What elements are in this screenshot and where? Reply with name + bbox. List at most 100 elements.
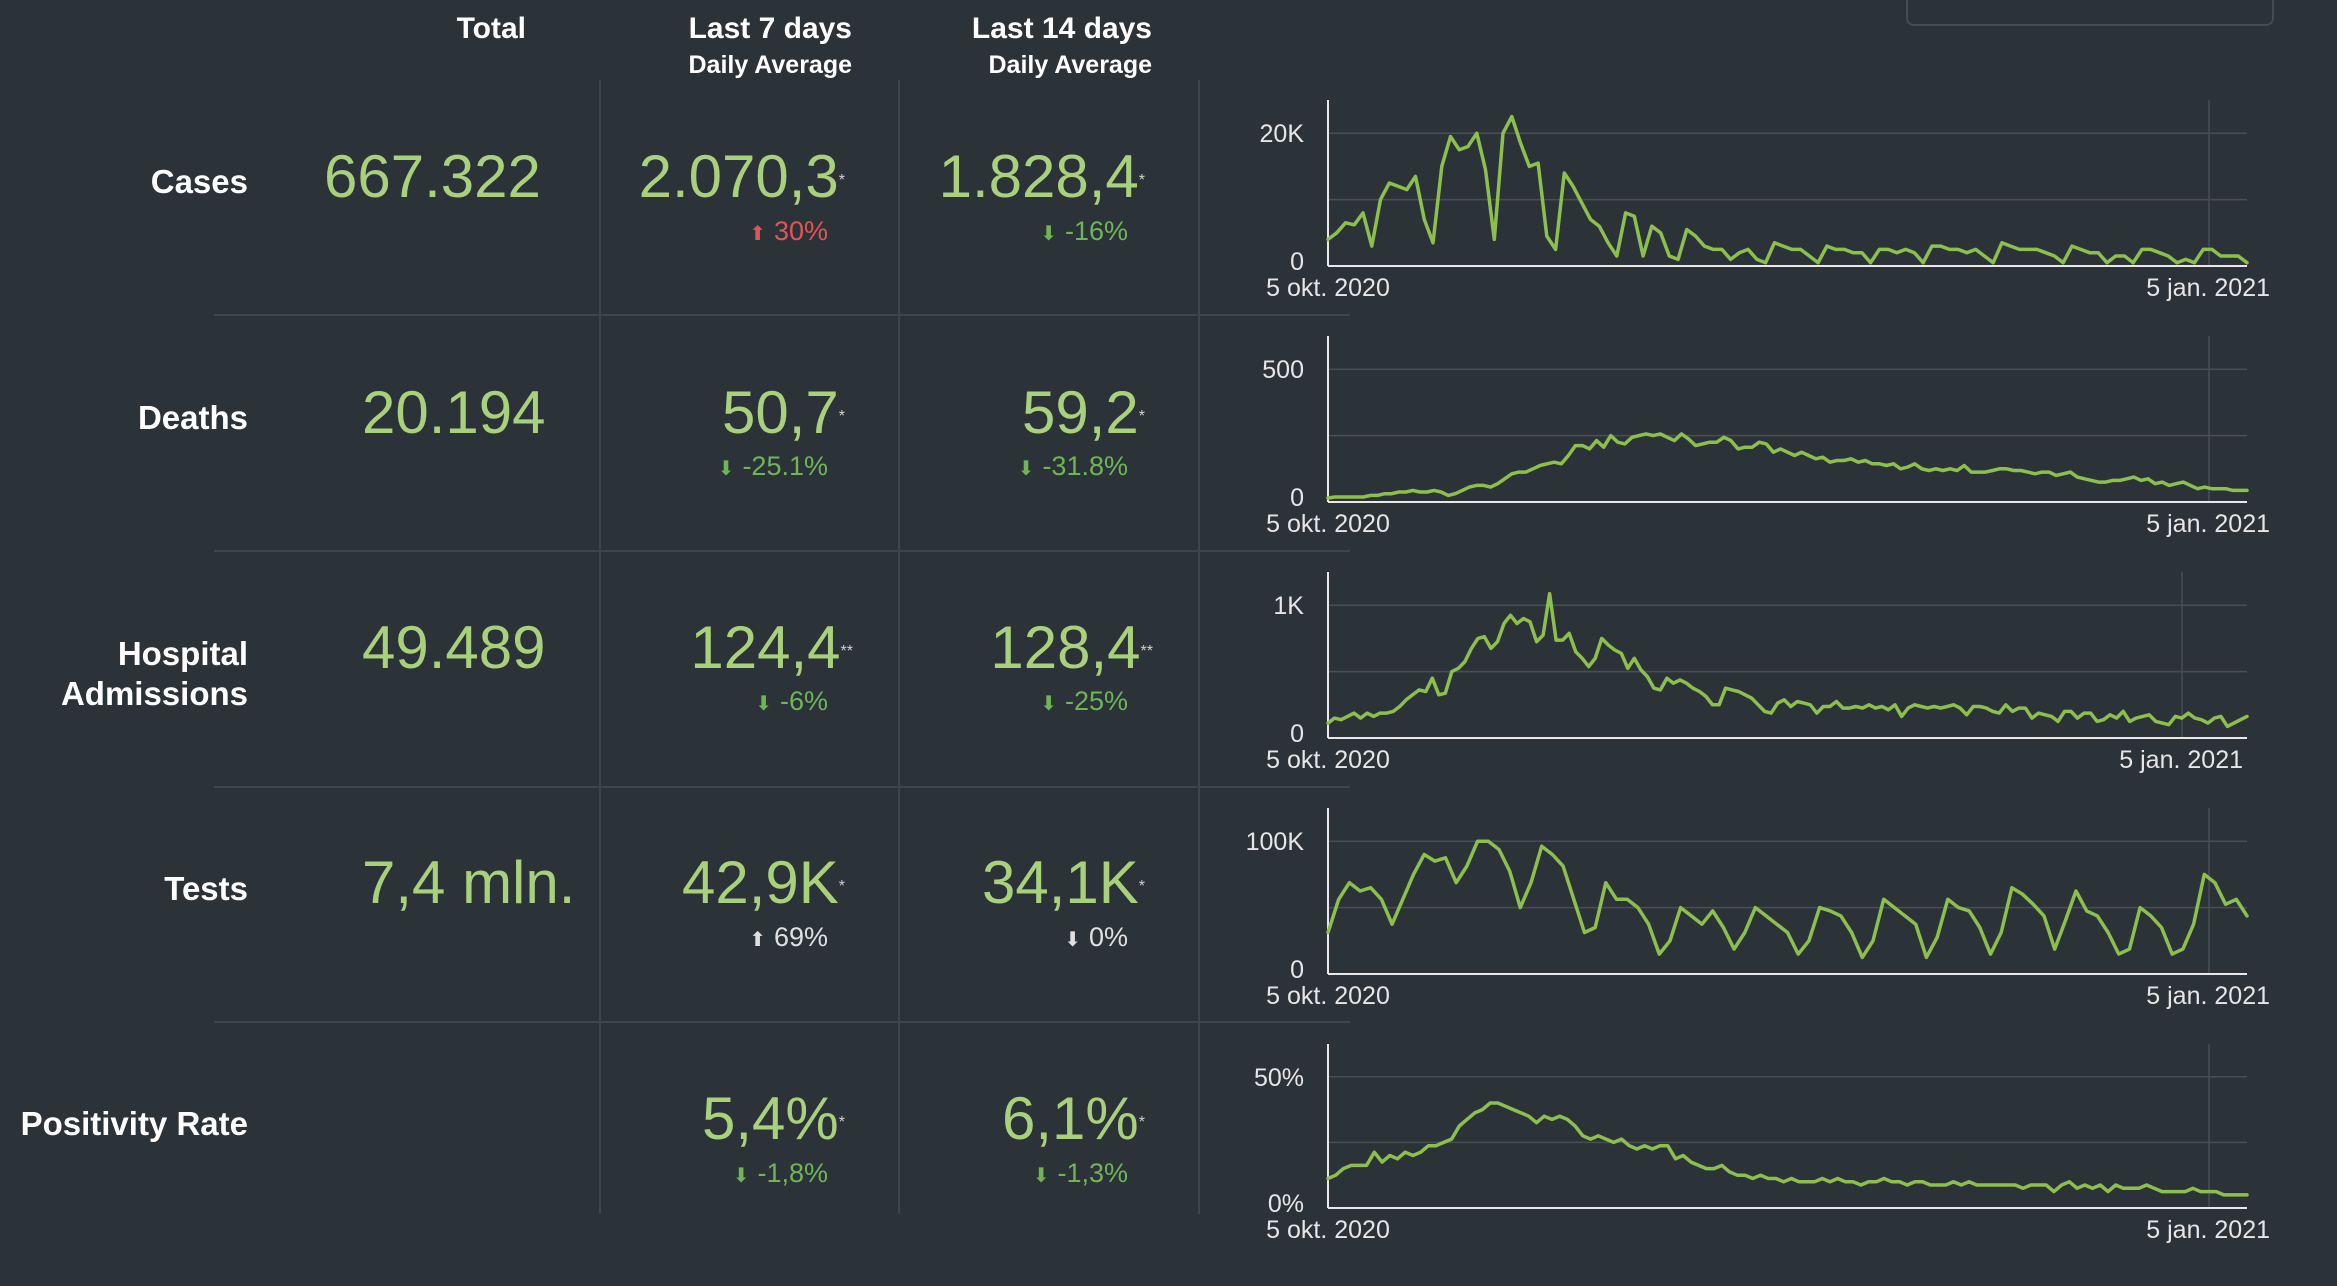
top-control-box[interactable] <box>1906 0 2274 26</box>
row-label-positivity-rate: Positivity Rate <box>0 1104 248 1144</box>
last7-change-positivity-rate: ⬇ -1,8% <box>733 1158 828 1191</box>
last7-value-deaths: 50,7* <box>722 380 845 446</box>
footnote-marker: * <box>1138 1114 1145 1131</box>
series-line <box>1326 1101 2249 1197</box>
arrow-down-icon: ⬇ <box>1017 458 1035 480</box>
series-line <box>1326 114 2249 265</box>
x-tick-label: 5 okt. 2020 <box>1266 746 1390 774</box>
footnote-marker: * <box>1138 408 1145 425</box>
footnote-marker: ** <box>840 643 853 660</box>
column-divider <box>599 80 601 1214</box>
series-line <box>1326 591 2249 729</box>
arrow-up-icon: ⬆ <box>749 929 766 951</box>
last7-value-positivity-rate: 5,4%* <box>702 1086 845 1152</box>
row-divider <box>214 1021 1350 1023</box>
change-text: -31.8% <box>1042 451 1128 481</box>
stat-number: 1.828,4 <box>938 143 1139 210</box>
stat-number: 128,4 <box>990 614 1141 681</box>
stat-number: 2.070,3 <box>638 143 839 210</box>
change-text: 69% <box>773 922 828 952</box>
last7-header-sub: Daily Average <box>688 51 852 79</box>
row-divider <box>214 786 1350 788</box>
footnote-marker: * <box>838 1114 845 1131</box>
arrow-down-icon: ⬇ <box>717 458 735 480</box>
total-value-cases: 667.322 <box>324 143 541 210</box>
row-label-deaths: Deaths <box>0 398 248 438</box>
arrow-down-icon: ⬇ <box>1040 223 1057 245</box>
x-tick-label: 5 jan. 2021 <box>2146 510 2270 538</box>
row-label-text: Deaths <box>137 399 248 436</box>
change-text: -25.1% <box>742 451 828 481</box>
row-divider <box>214 314 1350 316</box>
last7-change-hospital-admissions: ⬇ -6% <box>755 686 828 719</box>
y-tick-label: 0% <box>1268 1190 1304 1218</box>
x-tick-label: 5 okt. 2020 <box>1266 510 1390 538</box>
x-tick-label: 5 jan. 2021 <box>2146 1216 2270 1244</box>
arrow-down-icon: ⬇ <box>732 1165 750 1187</box>
footnote-marker: * <box>1138 878 1145 895</box>
last14-value-deaths: 59,2* <box>1022 380 1145 446</box>
row-label-text: Cases <box>150 163 248 200</box>
total-value-tests: 7,4 mln. <box>362 849 576 916</box>
last7-change-deaths: ⬇ -25.1% <box>718 451 828 484</box>
y-tick-label: 0 <box>1290 956 1304 984</box>
x-tick-label: 5 okt. 2020 <box>1266 982 1390 1010</box>
stat-number: 5,4% <box>702 1085 839 1152</box>
change-text: -6% <box>779 686 828 716</box>
change-text: 30% <box>773 216 828 246</box>
y-tick-label: 100K <box>1246 828 1305 856</box>
footnote-marker: ** <box>1140 643 1153 660</box>
change-text: 0% <box>1088 922 1128 952</box>
last7-change-tests: ⬆ 69% <box>749 922 828 955</box>
arrow-up-icon: ⬆ <box>749 223 766 245</box>
last14-value-positivity-rate: 6,1%* <box>1002 1086 1145 1152</box>
change-text: -1,8% <box>757 1158 828 1188</box>
total-header-label: Total <box>456 12 526 45</box>
footnote-marker: * <box>838 172 845 189</box>
arrow-down-icon: ⬇ <box>1040 693 1057 715</box>
column-header-last14: Last 14 days Daily Average <box>900 12 1152 82</box>
last14-change-hospital-admissions: ⬇ -25% <box>1040 686 1128 719</box>
column-divider <box>1198 80 1200 1214</box>
row-divider <box>214 550 1350 552</box>
row-label-line2: Admissions <box>60 675 248 712</box>
stat-number: 59,2 <box>1021 379 1139 446</box>
last14-change-tests: ⬇ 0% <box>1064 922 1128 955</box>
row-label-text: Positivity Rate <box>20 1105 248 1142</box>
y-tick-label: 0 <box>1290 720 1304 748</box>
last14-value-tests: 34,1K* <box>982 850 1145 916</box>
y-tick-label: 50% <box>1254 1064 1304 1092</box>
last7-header-label: Last 7 days <box>688 12 852 45</box>
row-label-text: Tests <box>164 870 248 907</box>
column-header-last7: Last 7 days Daily Average <box>600 12 852 82</box>
footnote-marker: * <box>1138 172 1145 189</box>
y-tick-label: 0 <box>1290 484 1304 512</box>
change-text: -1,3% <box>1057 1158 1128 1188</box>
row-label-tests: Tests <box>0 869 248 909</box>
total-value-hospital-admissions: 49.489 <box>362 614 546 681</box>
stat-number: 50,7 <box>721 379 839 446</box>
last14-change-positivity-rate: ⬇ -1,3% <box>1033 1158 1128 1191</box>
total-value-deaths: 20.194 <box>362 379 546 446</box>
footnote-marker: * <box>838 878 845 895</box>
x-tick-label: 5 jan. 2021 <box>2146 982 2270 1010</box>
y-tick-label: 1K <box>1273 592 1304 620</box>
stat-number: 42,9K <box>681 849 839 916</box>
last7-value-hospital-admissions: 124,4** <box>690 615 853 681</box>
row-label-hospital-admissions: Hospital Admissions <box>0 634 248 714</box>
change-text: -16% <box>1064 216 1128 246</box>
last7-value-cases: 2.070,3* <box>639 144 845 210</box>
y-tick-label: 20K <box>1260 120 1305 148</box>
last14-value-cases: 1.828,4* <box>939 144 1145 210</box>
arrow-down-icon: ⬇ <box>1032 1165 1050 1187</box>
series-line <box>1326 839 2249 960</box>
last7-change-cases: ⬆ 30% <box>749 216 828 249</box>
column-divider <box>898 80 900 1214</box>
column-header-total: Total <box>400 12 526 46</box>
x-tick-label: 5 okt. 2020 <box>1266 274 1390 302</box>
row-label-line1: Hospital <box>117 635 248 672</box>
x-tick-label: 5 jan. 2021 <box>2146 274 2270 302</box>
last14-value-hospital-admissions: 128,4** <box>990 615 1153 681</box>
last14-change-deaths: ⬇ -31.8% <box>1018 451 1128 484</box>
